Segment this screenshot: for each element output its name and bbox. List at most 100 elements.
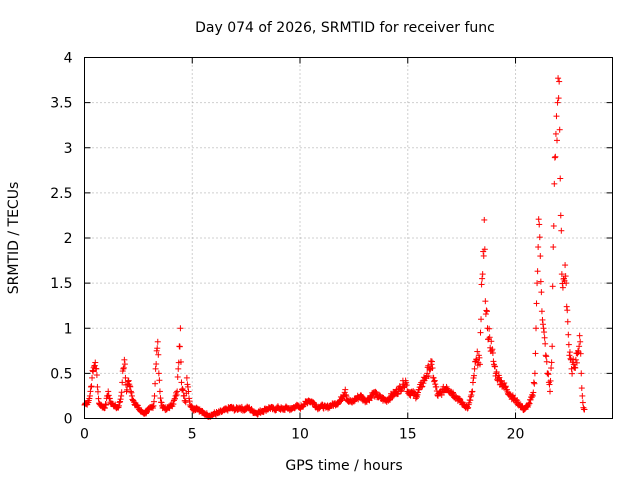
x-axis-ticks: 0 5 10 15 20 bbox=[80, 57, 524, 443]
data-point bbox=[179, 385, 186, 392]
data-point bbox=[180, 387, 187, 394]
data-point bbox=[121, 361, 128, 368]
data-point bbox=[127, 388, 134, 395]
data-point bbox=[179, 386, 186, 393]
data-point bbox=[186, 395, 193, 402]
data-point bbox=[106, 395, 113, 402]
data-point bbox=[185, 388, 192, 395]
data-point bbox=[149, 403, 156, 410]
data-point bbox=[120, 364, 127, 371]
data-point bbox=[581, 406, 588, 413]
data-point bbox=[576, 343, 583, 350]
y-tick-label: 0.5 bbox=[50, 366, 72, 382]
data-point bbox=[429, 358, 436, 365]
data-point bbox=[311, 400, 318, 407]
data-point bbox=[156, 388, 163, 395]
data-point bbox=[430, 374, 437, 381]
data-point bbox=[532, 350, 539, 357]
data-point bbox=[492, 363, 499, 370]
data-point bbox=[536, 221, 543, 228]
data-point bbox=[538, 289, 545, 296]
data-point bbox=[127, 383, 134, 390]
data-point bbox=[300, 402, 307, 409]
data-point bbox=[564, 307, 571, 314]
data-point bbox=[342, 386, 349, 393]
data-point bbox=[496, 374, 503, 381]
data-point bbox=[118, 389, 125, 396]
data-point bbox=[88, 383, 95, 390]
data-point bbox=[172, 392, 179, 399]
data-point bbox=[554, 99, 561, 106]
data-point bbox=[563, 280, 570, 287]
data-point bbox=[562, 262, 569, 269]
data-point bbox=[121, 356, 128, 363]
data-point bbox=[572, 356, 579, 363]
data-point bbox=[413, 392, 420, 399]
data-point bbox=[478, 281, 485, 288]
data-point bbox=[493, 368, 500, 375]
data-point bbox=[151, 398, 158, 405]
data-point bbox=[176, 343, 183, 350]
data-point bbox=[182, 399, 189, 406]
data-point bbox=[569, 370, 576, 377]
data-point bbox=[541, 334, 548, 341]
data-point bbox=[395, 390, 402, 397]
y-tick-label: 2 bbox=[64, 231, 73, 247]
y-tick-label: 1.5 bbox=[50, 276, 72, 292]
data-point bbox=[183, 374, 190, 381]
x-tick-label: 5 bbox=[188, 427, 197, 443]
y-tick-label: 1 bbox=[64, 321, 73, 337]
data-point bbox=[477, 329, 484, 336]
data-point bbox=[486, 325, 493, 332]
data-point bbox=[543, 353, 550, 360]
data-point bbox=[174, 373, 181, 380]
data-point bbox=[547, 377, 554, 384]
data-point bbox=[154, 345, 161, 352]
data-point bbox=[186, 398, 193, 405]
data-point bbox=[105, 392, 112, 399]
data-point bbox=[175, 365, 182, 372]
data-point bbox=[562, 273, 569, 280]
data-point bbox=[501, 379, 508, 386]
chart-title: Day 074 of 2026, SRMTID for receiver fun… bbox=[195, 20, 495, 36]
data-point bbox=[128, 392, 135, 399]
data-point bbox=[549, 283, 556, 290]
data-point bbox=[172, 395, 179, 402]
data-point bbox=[178, 379, 185, 386]
data-point bbox=[117, 396, 124, 403]
data-point bbox=[579, 399, 586, 406]
data-point bbox=[482, 311, 489, 318]
data-point bbox=[464, 405, 471, 412]
grid bbox=[84, 57, 613, 419]
data-point bbox=[130, 397, 137, 404]
data-point bbox=[419, 383, 426, 390]
y-axis-label: SRMTID / TECUs bbox=[6, 182, 22, 295]
data-point bbox=[577, 350, 584, 357]
data-point bbox=[450, 389, 457, 396]
data-point bbox=[570, 356, 577, 363]
data-point bbox=[473, 356, 480, 363]
data-point bbox=[527, 396, 534, 403]
data-point bbox=[368, 395, 375, 402]
data-point bbox=[565, 341, 572, 348]
x-tick-label: 15 bbox=[399, 427, 417, 443]
data-point bbox=[550, 244, 557, 251]
data-point bbox=[469, 379, 476, 386]
data-point bbox=[481, 216, 488, 223]
data-point bbox=[184, 381, 191, 388]
data-point bbox=[403, 382, 410, 389]
data-point bbox=[545, 371, 552, 378]
data-point bbox=[94, 388, 101, 395]
data-point bbox=[157, 395, 164, 402]
data-point bbox=[90, 368, 97, 375]
data-point bbox=[154, 338, 161, 345]
data-point bbox=[563, 303, 570, 310]
data-point bbox=[530, 389, 537, 396]
data-point bbox=[546, 381, 553, 388]
data-point bbox=[483, 307, 490, 314]
data-point bbox=[566, 349, 573, 356]
data-points bbox=[81, 75, 588, 420]
data-point bbox=[576, 332, 583, 339]
data-point bbox=[578, 385, 585, 392]
